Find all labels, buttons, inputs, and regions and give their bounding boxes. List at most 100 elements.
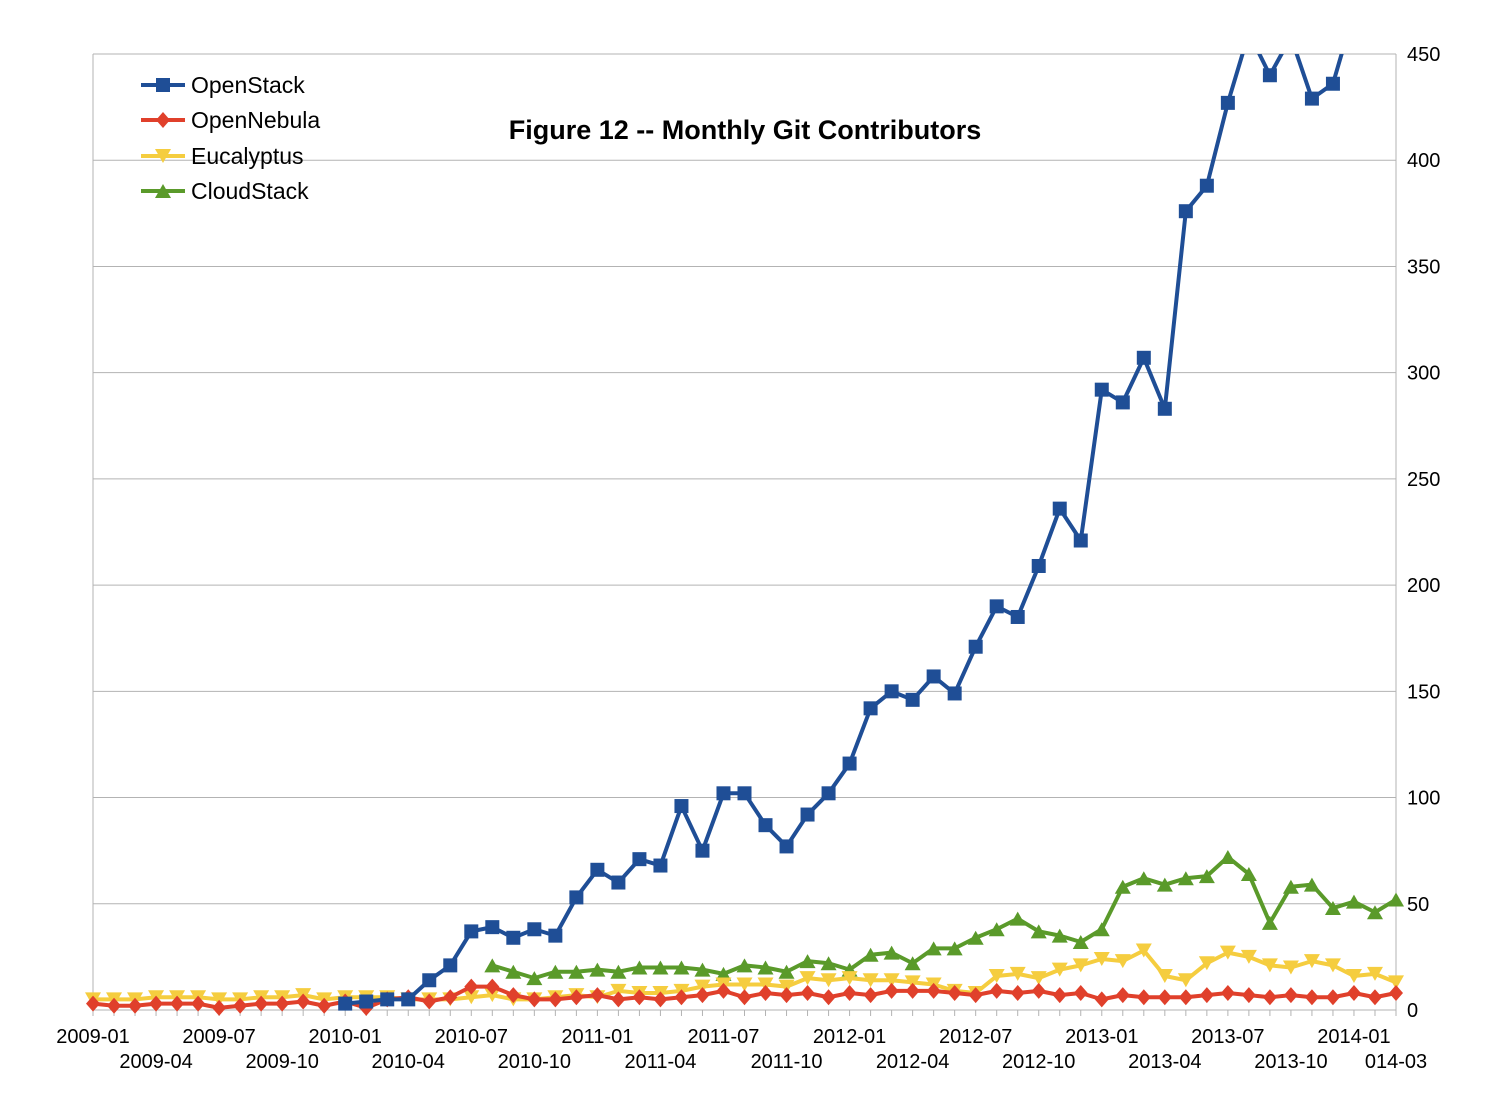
openstack-point [758, 818, 773, 833]
openstack-point [485, 920, 500, 935]
opennebula-point [296, 993, 311, 1010]
opennebula-point [128, 997, 143, 1014]
series-cloudstack [484, 850, 1404, 986]
opennebula-point [674, 989, 689, 1006]
opennebula-point [905, 982, 920, 999]
x-tick-label: 2012-01 [813, 1026, 886, 1048]
eucalyptus-point [988, 969, 1005, 984]
x-tick-label: 2014-01 [1317, 1026, 1390, 1048]
openstack-point [653, 858, 668, 873]
opennebula-point [716, 982, 731, 999]
x-tick-label: 2011-01 [561, 1026, 633, 1048]
eucalyptus-point [211, 992, 228, 1007]
openstack-point [1136, 350, 1151, 365]
openstack-point [1094, 382, 1109, 397]
openstack-point [506, 930, 521, 945]
openstack-point [1031, 558, 1046, 573]
eucalyptus-point [463, 990, 480, 1005]
opennebula-point [506, 987, 521, 1004]
opennebula-point [800, 985, 815, 1002]
eucalyptus-point [1114, 954, 1131, 969]
cloudstack-point [673, 960, 690, 975]
openstack-point [1262, 68, 1277, 83]
opennebula-point [233, 997, 248, 1014]
openstack-point [338, 996, 353, 1011]
x-tick-label: 2009-01 [56, 1026, 129, 1048]
cloudstack-point [1240, 867, 1257, 882]
eucalyptus-point [1324, 958, 1341, 973]
opennebula-point [1262, 989, 1277, 1006]
opennebula-point [590, 987, 605, 1004]
cloudstack-point [1177, 871, 1194, 886]
openstack-point [968, 639, 983, 654]
opennebula-point [548, 991, 563, 1008]
cloudstack-point [1366, 905, 1383, 920]
openstack-point [359, 994, 374, 1009]
x-tick-label: 014-03 [1365, 1051, 1427, 1073]
cloudstack-point [589, 962, 606, 977]
opennebula-point [821, 989, 836, 1006]
eucalyptus-point [1009, 966, 1026, 981]
x-tick-label: 2009-07 [182, 1026, 255, 1048]
eucalyptus-point [820, 973, 837, 988]
cloudstack-point [1261, 915, 1278, 930]
opennebula-point [968, 987, 983, 1004]
cloudstack-point [526, 971, 543, 986]
openstack-point [443, 958, 458, 973]
opennebula-point [884, 982, 899, 999]
cloudstack-point [862, 947, 879, 962]
opennebula-point [779, 987, 794, 1004]
cloudstack-point [925, 941, 942, 956]
cloudstack-point [1135, 871, 1152, 886]
legend-swatch-marker [155, 149, 171, 163]
y-tick-label: 100 [1407, 788, 1440, 810]
opennebula-point [947, 985, 962, 1002]
cloudstack-point [799, 954, 816, 969]
opennebula-point [863, 987, 878, 1004]
openstack-point [779, 839, 794, 854]
openstack-point [422, 973, 437, 988]
openstack-point [989, 599, 1004, 614]
opennebula-point [1094, 991, 1109, 1008]
cloudstack-point [946, 941, 963, 956]
cloudstack-point [1093, 922, 1110, 937]
eucalyptus-point [1345, 969, 1362, 984]
opennebula-point [443, 989, 458, 1006]
cloudstack-point [1114, 879, 1131, 894]
cloudstack-point [715, 966, 732, 981]
openstack-point [1010, 609, 1025, 624]
opennebula-point [1178, 989, 1193, 1006]
legend-label: OpenStack [191, 72, 305, 98]
eucalyptus-point [1198, 956, 1215, 971]
eucalyptus-point [610, 983, 627, 998]
cloudstack-point [1009, 911, 1026, 926]
openstack-point [716, 786, 731, 801]
x-tick-label: 2011-07 [688, 1026, 760, 1048]
opennebula-point [1304, 989, 1319, 1006]
openstack-point [632, 852, 647, 867]
cloudstack-point [484, 958, 501, 973]
eucalyptus-point [778, 979, 795, 994]
cloudstack-point [1072, 935, 1089, 950]
eucalyptus-point [1388, 975, 1404, 990]
cloudstack-point [988, 922, 1005, 937]
openstack-point [1178, 204, 1193, 219]
opennebula-point [989, 982, 1004, 999]
openstack-point [863, 701, 878, 716]
opennebula-point [569, 989, 584, 1006]
opennebula-point [1115, 987, 1130, 1004]
eucalyptus-point [1366, 966, 1383, 981]
opennebula-point [1346, 985, 1361, 1002]
legend-swatch-marker [156, 78, 170, 92]
x-tick-label: 2012-07 [939, 1026, 1012, 1048]
eucalyptus-point [1261, 958, 1278, 973]
opennebula-point [527, 991, 542, 1008]
cloudstack-point [736, 958, 753, 973]
openstack-point [674, 799, 689, 814]
eucalyptus-point [694, 979, 711, 994]
openstack-point [1073, 533, 1088, 548]
openstack-point [380, 992, 395, 1007]
y-tick-label: 250 [1407, 469, 1440, 491]
openstack-point [1115, 395, 1130, 410]
openstack-point [737, 786, 752, 801]
